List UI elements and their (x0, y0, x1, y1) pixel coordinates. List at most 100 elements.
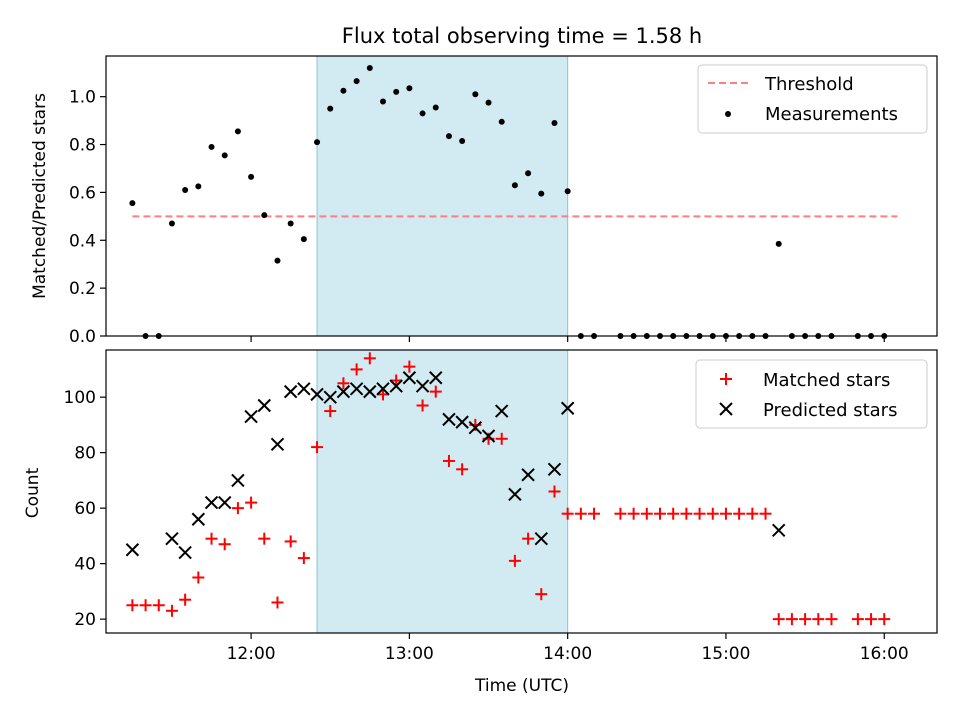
predicted-stars-point (455, 415, 469, 429)
matched-stars-point (456, 463, 469, 476)
matched-stars-point (508, 554, 521, 567)
predicted-stars-point (772, 523, 786, 538)
matched-stars-point (205, 532, 218, 545)
predicted-stars-point (125, 543, 140, 557)
predicted-stars-point (415, 379, 430, 393)
matched-stars-point (693, 507, 706, 520)
top-shaded-region (316, 55, 569, 337)
predicted-stars-point (165, 531, 179, 546)
measurement-point (129, 200, 136, 207)
top-ylabel: Matched/Predicted stars (30, 93, 50, 299)
y-tick-label: 0.6 (69, 183, 96, 203)
matched-stars-point (245, 496, 258, 509)
matched-stars-point (614, 507, 627, 520)
predicted-stars-point (560, 401, 575, 415)
matched-stars-point (706, 507, 719, 520)
measurement-point (485, 99, 492, 106)
x-tick-label: 12:00 (227, 644, 276, 664)
bottom-legend: Matched stars Predicted stars (695, 359, 928, 429)
measurement-point (366, 64, 373, 71)
measurement-point (353, 78, 360, 85)
measurement-point (300, 236, 307, 243)
matched-stars-point (561, 507, 574, 520)
predicted-stars-point (257, 398, 271, 413)
matched-stars-point (297, 552, 310, 565)
y-tick-label: 100 (64, 388, 96, 408)
matched-stars-point (522, 532, 535, 545)
matched-stars-point (548, 485, 561, 498)
matched-stars-point (799, 613, 812, 626)
measurement-point (168, 220, 175, 227)
matched-stars-point (588, 507, 601, 520)
x-tick-label: 15:00 (701, 644, 750, 664)
measurement-point (432, 104, 439, 111)
matched-stars-point (377, 388, 389, 401)
matched-stars-point (878, 613, 891, 626)
predicted-stars-point (521, 468, 535, 482)
measurements-legend-label: Measurements (765, 104, 898, 125)
predicted-stars-point (376, 382, 390, 396)
measurement-point (274, 257, 281, 264)
matched-legend-label: Matched stars (763, 370, 890, 391)
matched-stars-point (654, 507, 666, 520)
matched-stars-point (442, 454, 455, 467)
threshold-legend-label: Threshold (764, 74, 854, 95)
predicted-stars-point (481, 429, 496, 443)
matched-stars-point (337, 377, 350, 390)
x-tick-label: 14:00 (543, 644, 592, 664)
matched-stars-point (192, 571, 205, 584)
matched-stars-point (640, 507, 653, 520)
predicted-stars-point (310, 387, 324, 402)
measurement-point (380, 98, 386, 105)
y-tick-label: 0.0 (69, 327, 96, 347)
measurement-point (498, 118, 505, 125)
matched-stars-point (152, 599, 165, 612)
matched-stars-point (416, 399, 429, 412)
matched-stars-point (785, 613, 798, 626)
x-tick-label: 13:00 (385, 644, 434, 664)
matched-stars-point (403, 360, 416, 373)
top-legend: Threshold Measurements (697, 64, 928, 134)
predicted-stars-point (218, 495, 232, 510)
bottom-xlabel: Time (UTC) (474, 676, 569, 696)
y-tick-label: 0.8 (69, 136, 96, 156)
measurement-point (538, 190, 545, 197)
bottom-axes-frame (105, 349, 938, 634)
predicted-stars-point (297, 382, 311, 396)
top-legend-box (697, 64, 928, 134)
top-y-ticks: 0.0 0.2 0.4 0.6 0.8 1.0 (69, 88, 106, 347)
matched-stars-point (126, 599, 139, 612)
matched-stars-point (311, 441, 324, 454)
predicted-stars-point (191, 512, 206, 526)
matched-stars-point (324, 405, 337, 418)
top-x-ticks (250, 336, 885, 342)
measurement-point (182, 187, 189, 194)
matched-stars-point (627, 507, 640, 520)
predicted-stars-point (495, 404, 509, 418)
predicted-stars-point (336, 384, 351, 399)
matched-stars-point (390, 374, 403, 387)
predicted-stars-point (178, 545, 192, 560)
bottom-shaded-region (316, 349, 569, 634)
matched-stars-point (759, 507, 772, 520)
predicted-stars-point (442, 412, 456, 427)
matched-stars-point (680, 507, 693, 520)
y-tick-label: 80 (74, 444, 96, 464)
predicted-stars-point (468, 420, 483, 435)
matched-stars-point (865, 613, 878, 626)
measurement-point (287, 220, 294, 227)
measurement-point (340, 87, 347, 94)
top-axes-frame (105, 55, 938, 337)
y-tick-label: 40 (74, 555, 96, 575)
bottom-x-ticks: 12:00 13:00 14:00 15:00 16:00 (227, 633, 909, 664)
predicted-stars-point (283, 384, 298, 399)
measurement-point (208, 143, 215, 150)
measurement-point (195, 183, 202, 190)
predicted-stars-point (323, 390, 337, 404)
predicted-stars-point (534, 531, 548, 546)
predicted-stars-point (204, 495, 219, 510)
measurement-point (327, 105, 334, 112)
matched-stars-point (746, 507, 759, 520)
matched-stars-point (258, 532, 271, 545)
matched-stars-point (179, 593, 192, 606)
